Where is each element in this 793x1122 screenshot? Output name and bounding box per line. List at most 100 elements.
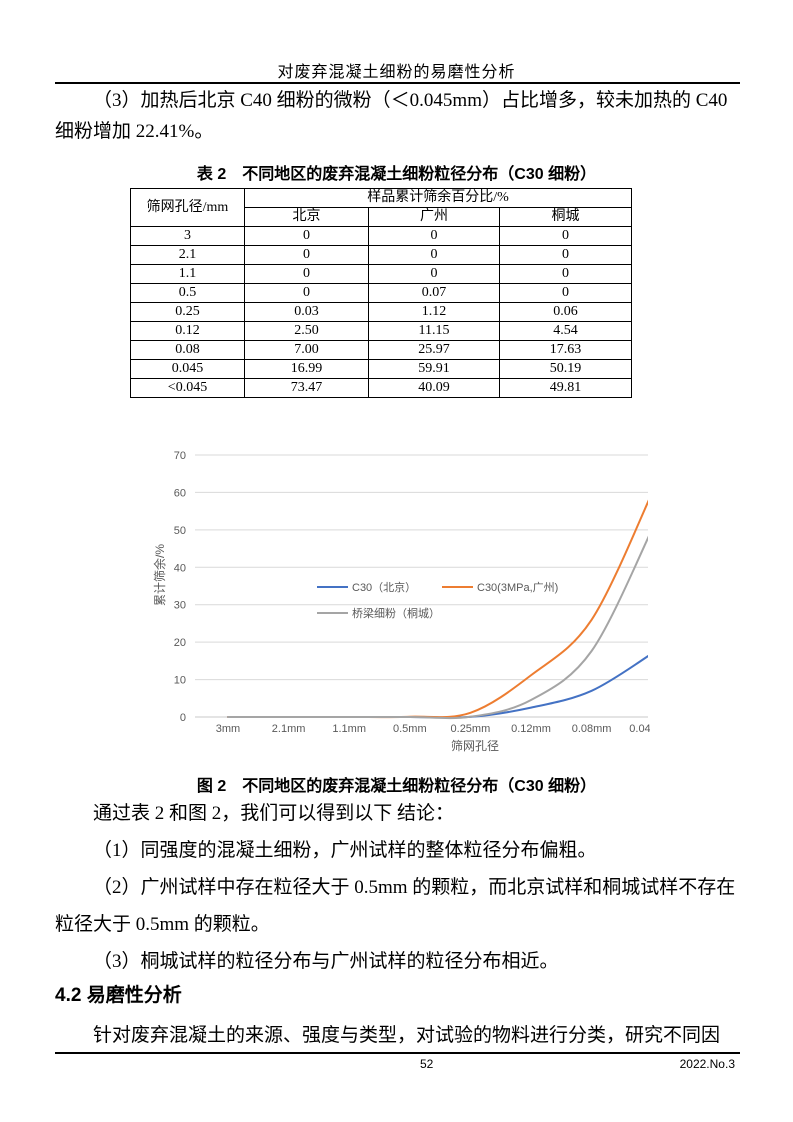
y-tick-label: 30 [174, 600, 186, 612]
column-group-header: 样品累计筛余百分比/% [243, 188, 633, 208]
table-cell: 0.08 [130, 340, 245, 360]
table-row: 1.1 0 0 0 [130, 264, 633, 284]
x-axis-title: 筛网孔径 [451, 738, 499, 753]
x-tick-label: 1.1mm [332, 723, 366, 735]
paragraph-heated-c40: （3）加热后北京 C40 细粉的微粉（＜0.045mm）占比增多，较未加热的 C… [55, 90, 728, 142]
table-cell: 0 [368, 264, 500, 284]
column-header-mesh-size: 筛网孔径/mm [130, 188, 245, 227]
table-cell: 0 [498, 283, 633, 303]
figure-2-chart: 0 10 20 30 40 50 60 70 3mm 2.1mm 1.1mm 0.5mm 0.25mm 0… [150, 445, 650, 765]
table-cell: 0 [368, 245, 500, 265]
table-row: 0.25 0.03 1.12 0.06 [130, 302, 633, 322]
series-line-2 [227, 535, 648, 720]
conclusion-item-3: （3）桐城试样的粒径分布与广州试样的粒径分布相近。 [93, 951, 559, 972]
table-cell: 4.54 [498, 321, 633, 341]
table-cell: 0.07 [368, 283, 500, 303]
table-2: 筛网孔径/mm 样品累计筛余百分比/% 北京 广州 桐城 3 0 0 0 2.1 0 0 0 1… [130, 188, 633, 398]
x-tick-label: 2.1mm [272, 723, 306, 735]
table-header-row: 筛网孔径/mm 样品累计筛余百分比/% [130, 188, 633, 227]
x-axis-labels: 3mm 2.1mm 1.1mm 0.5mm 0.25mm 0.12mm 0.08mm 0.04… [216, 723, 650, 735]
table-cell: 73.47 [244, 378, 369, 398]
x-tick-label: 3mm [216, 723, 240, 735]
legend-item-1: C30(3MPa,广州) [442, 581, 558, 594]
table-cell: 40.09 [368, 378, 500, 398]
paragraph-conclusion-intro: 通过表 2 和图 2，我们可以得到以下 结论： [93, 803, 455, 824]
table-cell: 0 [244, 283, 369, 303]
y-tick-label: 0 [180, 712, 186, 724]
x-tick-label: 0.5mm [393, 723, 427, 735]
issue-label: 2022.No.3 [679, 1057, 735, 1071]
paragraph-section-intro: 针对废弃混凝土的来源、强度与类型，对试验的物料进行分类，研究不同因 [93, 1025, 721, 1046]
table-cell: 2.1 [130, 245, 245, 265]
table-row: 2.1 0 0 0 [130, 245, 633, 265]
table-cell: 25.97 [368, 340, 500, 360]
table-row: <0.045 73.47 40.09 49.81 [130, 378, 633, 398]
table-row: 0.045 16.99 59.91 50.19 [130, 359, 633, 379]
y-tick-label: 60 [174, 487, 186, 499]
table-cell: 16.99 [244, 359, 369, 379]
x-tick-label: 0.08mm [572, 723, 612, 735]
table-row: 0.12 2.50 11.15 4.54 [130, 321, 633, 341]
legend-label: C30（北京） [352, 580, 416, 594]
table-cell: 0.12 [130, 321, 245, 341]
page-number: 52 [420, 1057, 434, 1071]
header-title: 对废弃混凝土细粉的易磨性分析 [277, 64, 516, 81]
legend-item-0: C30（北京） [317, 580, 416, 594]
section-heading-4-2: 4.2 易磨性分析 [55, 985, 182, 1006]
table-cell: 0 [244, 264, 369, 284]
table-cell: 7.00 [244, 340, 369, 360]
column-header-tongcheng: 桐城 [498, 207, 633, 227]
table-row: 0.5 0 0.07 0 [130, 283, 633, 303]
table-cell: 0 [498, 245, 633, 265]
chart-legend: C30（北京） C30(3MPa,广州) 桥梁细粉（桐城） [317, 580, 558, 620]
table-2-caption: 表 2 不同地区的废弃混凝土细粉粒径分布（C30 细粉） [196, 166, 597, 183]
table-cell: <0.045 [130, 378, 245, 398]
y-tick-label: 70 [174, 450, 186, 462]
x-tick-label: 0.25mm [451, 723, 491, 735]
column-header-beijing: 北京 [244, 207, 369, 227]
figure-2-caption: 图 2 不同地区的废弃混凝土细粉粒径分布（C30 细粉） [196, 778, 597, 795]
conclusion-item-1: （1）同强度的混凝土细粉，广州试样的整体粒径分布偏粗。 [93, 840, 597, 861]
legend-label: 桥梁细粉（桐城） [352, 606, 440, 620]
series-line-0 [227, 654, 648, 719]
table-cell: 3 [130, 226, 245, 246]
y-tick-label: 40 [174, 562, 186, 574]
y-axis-title: 累计筛余/% [152, 544, 167, 606]
table-cell: 50.19 [498, 359, 633, 379]
table-cell: 2.50 [244, 321, 369, 341]
footer-rule [55, 1052, 740, 1054]
table-cell: 0.045 [130, 359, 245, 379]
table-cell: 0.5 [130, 283, 245, 303]
table-cell: 49.81 [498, 378, 633, 398]
y-tick-label: 10 [174, 675, 186, 687]
header-rule [55, 82, 740, 84]
table-body: 3 0 0 0 2.1 0 0 0 1.1 0 0 0 0.5 0 0.07 0 0.25 0.03 1.12 0.0… [130, 226, 633, 398]
table-cell: 0.06 [498, 302, 633, 322]
table-cell: 0 [244, 245, 369, 265]
table-cell: 0 [498, 226, 633, 246]
table-cell: 17.63 [498, 340, 633, 360]
table-cell: 0.03 [244, 302, 369, 322]
table-row: 0.08 7.00 25.97 17.63 [130, 340, 633, 360]
conclusion-item-2: （2）广州试样中存在粒径大于 0.5mm 的颗粒，而北京试样和桐城试样不存在粒径… [55, 877, 736, 935]
table-cell: 11.15 [368, 321, 500, 341]
y-tick-label: 20 [174, 637, 186, 649]
gridlines [195, 454, 648, 718]
series-lines [227, 499, 648, 720]
legend-item-2: 桥梁细粉（桐城） [317, 606, 440, 620]
legend-label: C30(3MPa,广州) [477, 581, 558, 594]
x-tick-label: 0.045mm [629, 723, 650, 735]
x-tick-label: 0.12mm [511, 723, 551, 735]
column-header-guangzhou: 广州 [368, 207, 500, 227]
table-cell: 0 [368, 226, 500, 246]
table-cell: 1.1 [130, 264, 245, 284]
table-cell: 0.25 [130, 302, 245, 322]
y-tick-label: 50 [174, 525, 186, 537]
figure-2-svg: 0 10 20 30 40 50 60 70 3mm 2.1mm 1.1mm 0.5mm 0.25mm 0… [152, 450, 650, 753]
table-cell: 1.12 [368, 302, 500, 322]
y-axis-labels: 0 10 20 30 40 50 60 70 [174, 450, 186, 724]
table-cell: 0 [244, 226, 369, 246]
table-cell: 0 [498, 264, 633, 284]
